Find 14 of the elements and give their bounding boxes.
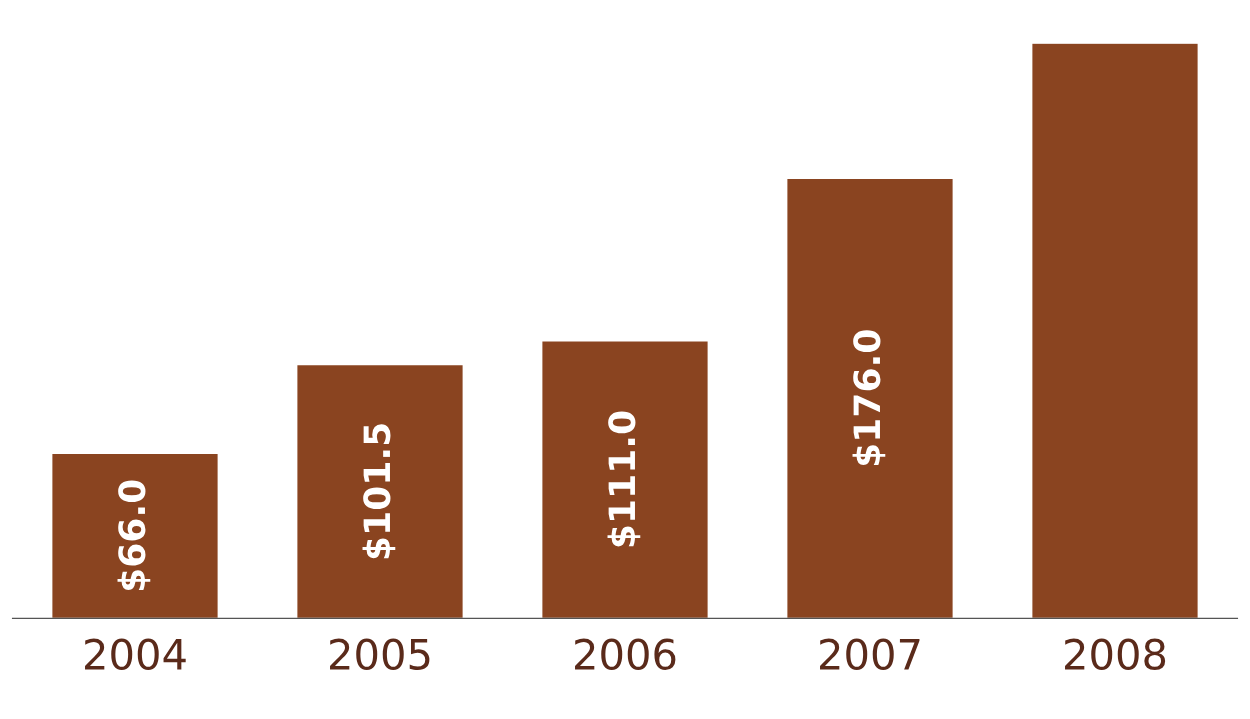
bar [786,177,954,619]
x-tick-label: 2004 [85,638,186,671]
data-label: $66.0 [117,480,151,591]
data-label: $111.0 [607,411,641,547]
bar [1031,42,1199,619]
data-label: $101.5 [362,424,396,559]
x-tick-label: 2007 [820,638,920,671]
x-tick-label: 2005 [330,638,430,671]
x-tick-label: 2008 [1065,638,1166,671]
bar [51,452,219,619]
data-label: $176.0 [852,330,886,466]
bar [296,363,464,619]
x-tick-label: 2006 [575,638,676,671]
bar [541,340,709,619]
